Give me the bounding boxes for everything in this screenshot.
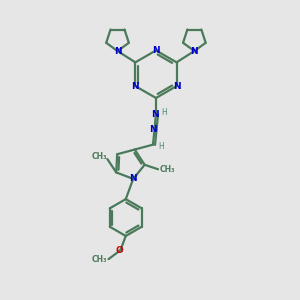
Text: N: N <box>151 110 158 119</box>
Text: O: O <box>116 246 124 255</box>
Text: CH₃: CH₃ <box>91 152 107 161</box>
Text: N: N <box>131 82 139 91</box>
Text: H: H <box>161 108 167 117</box>
Text: N: N <box>152 46 160 55</box>
Text: N: N <box>173 82 180 91</box>
Text: N: N <box>114 46 121 56</box>
Text: CH₃: CH₃ <box>92 255 107 264</box>
Text: N: N <box>149 125 157 134</box>
Text: N: N <box>129 174 137 183</box>
Text: CH₃: CH₃ <box>160 165 175 174</box>
Text: N: N <box>190 46 198 56</box>
Text: H: H <box>158 142 164 151</box>
